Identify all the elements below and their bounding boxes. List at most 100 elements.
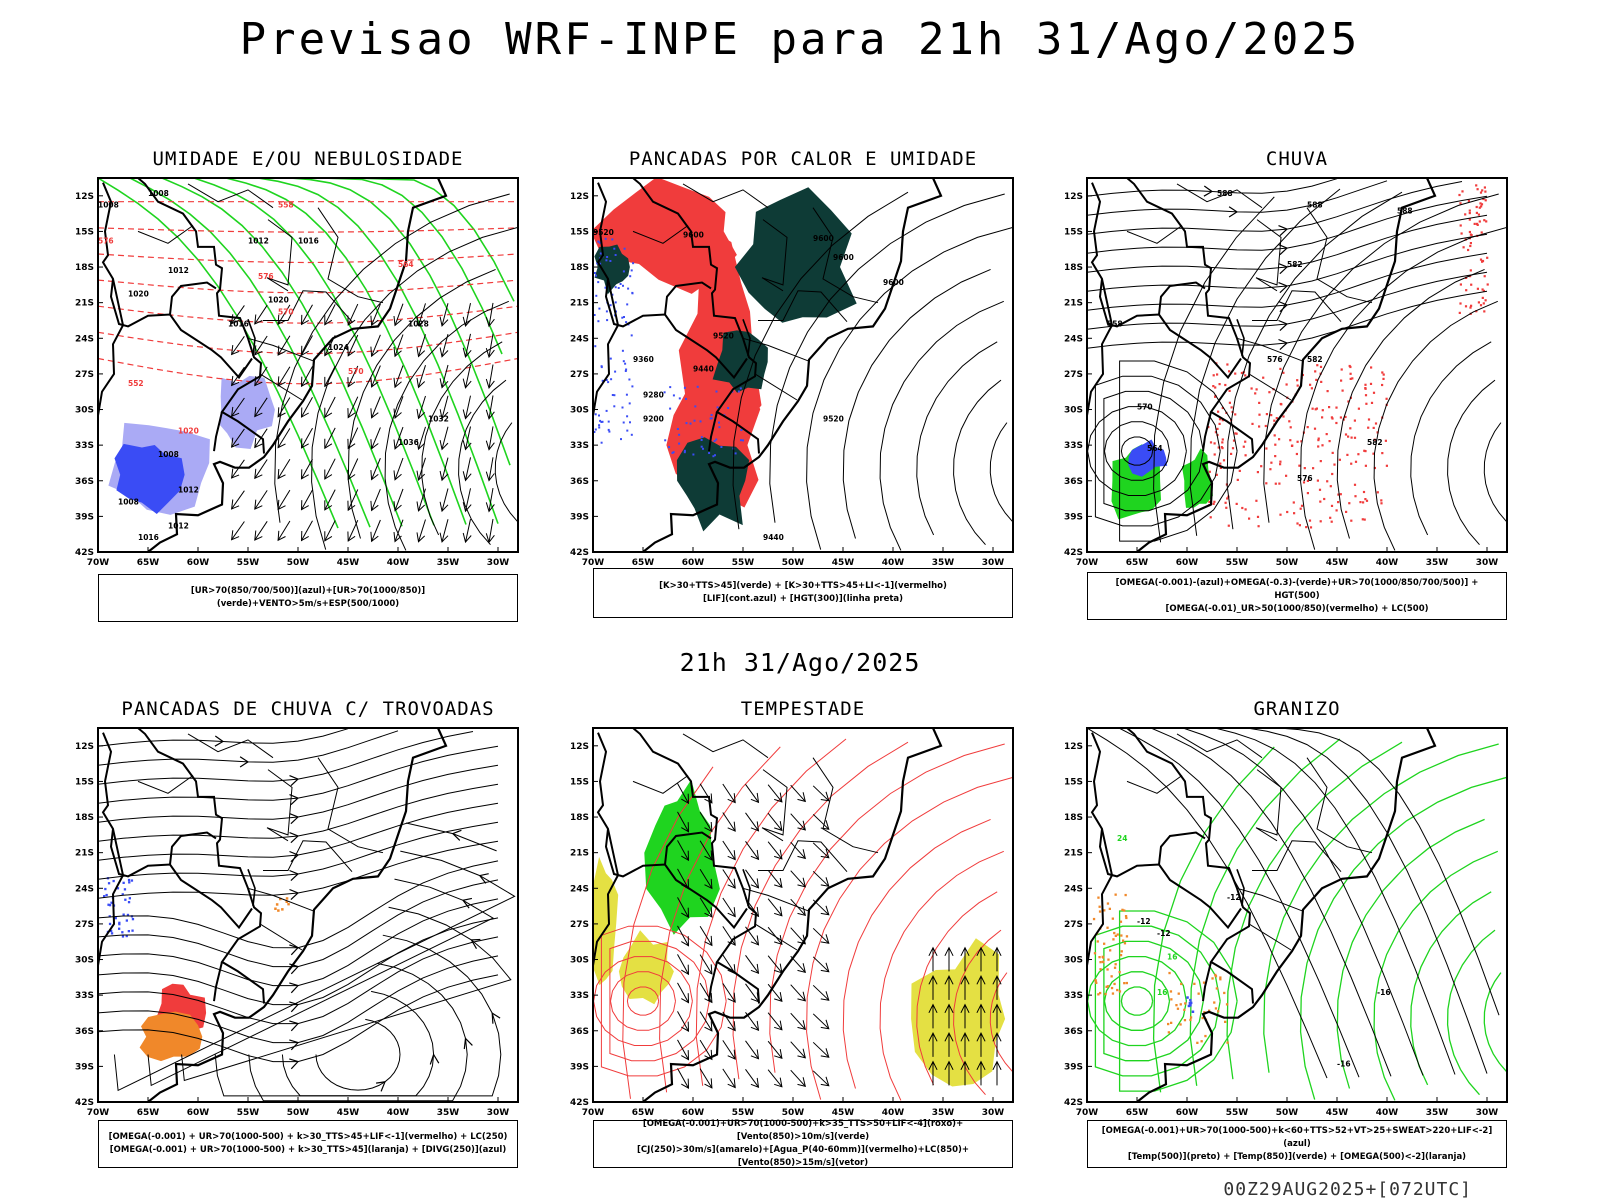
streamline-250	[98, 745, 499, 804]
wind-vector	[418, 488, 426, 512]
wind-vector	[347, 519, 359, 542]
latitude-label: 36S	[75, 477, 94, 487]
latitude-label: 30S	[1064, 406, 1083, 416]
east-coastline	[642, 728, 943, 1102]
wind-vector	[231, 336, 245, 355]
latitude-label: 24S	[1064, 334, 1083, 344]
panel-legend: [K>30+TTS>45](verde) + [K>30+TTS>45+LI<-…	[593, 568, 1013, 618]
panel-title: PANCADAS DE CHUVA C/ TROVOADAS	[121, 698, 495, 720]
latitude-label: 33S	[570, 991, 589, 1001]
wind-vector	[465, 364, 471, 388]
rain-red-area	[1244, 454, 1247, 457]
lifted-index-contour	[629, 275, 632, 278]
longitude-label: 30W	[1476, 1108, 1499, 1118]
country-border	[169, 831, 217, 865]
rain-red-area	[1273, 434, 1276, 437]
rain-red-area	[1354, 460, 1358, 463]
longitude-label: 60W	[1176, 558, 1199, 568]
hail-blue-area	[1191, 1010, 1195, 1013]
latitude-label: 24S	[570, 884, 589, 894]
divergence-blue-area	[126, 913, 130, 917]
rain-red-area	[1226, 497, 1229, 500]
thickness-contour	[98, 253, 518, 264]
rain-red-area	[1308, 519, 1312, 522]
country-border	[137, 728, 265, 1004]
contour-label: 582	[1367, 438, 1383, 447]
wind-vector-head	[324, 531, 333, 542]
rain-red-area	[1372, 391, 1376, 394]
lifted-index-contour	[608, 430, 611, 433]
wind850-vector-head	[704, 964, 713, 975]
latitude-label: 42S	[570, 548, 589, 558]
longitude-label: 50W	[782, 558, 805, 568]
wind-vector-head	[485, 378, 495, 389]
rain-red-area	[1235, 502, 1238, 505]
rain-red-area	[1286, 510, 1289, 514]
contour-label: 588	[1217, 189, 1233, 198]
low-level-humidity-contour	[225, 178, 467, 525]
latitude-label: 18S	[570, 263, 589, 273]
latitude-label: 39S	[75, 512, 94, 522]
state-border	[754, 923, 798, 951]
wind-vector	[394, 365, 404, 388]
river-border	[742, 869, 751, 907]
geopotential-300-contour	[953, 379, 1002, 546]
omega500-orange-area	[1180, 982, 1183, 986]
streamline	[1087, 178, 1338, 197]
omega500-orange-area	[1170, 998, 1173, 1001]
precipitable-water-contour	[732, 741, 909, 1080]
wind-vector	[347, 489, 359, 511]
omega500-orange-area	[1184, 1002, 1187, 1005]
wind-vector-head	[462, 471, 472, 482]
temp850-contour	[1446, 929, 1496, 1096]
wind-vector	[231, 521, 245, 540]
thunderstorm-orange-area	[139, 1011, 203, 1062]
wind-vector-head	[462, 409, 472, 420]
country-border	[169, 281, 217, 315]
rain-red-area	[1486, 283, 1489, 286]
streamline-250	[248, 962, 468, 1102]
country-border	[1126, 178, 1254, 454]
wind-vector	[465, 518, 471, 543]
omega500-orange-area	[1179, 1003, 1182, 1006]
hail-blue-area	[1189, 1004, 1192, 1007]
low-level-humidity-contour	[353, 178, 515, 302]
contour-label: 576	[1297, 474, 1313, 483]
geopotential-300-contour	[916, 341, 998, 536]
wind-vector	[231, 428, 245, 448]
rain-red-area	[1364, 450, 1367, 453]
wind-vector	[441, 303, 449, 326]
streamline-250-arrow	[289, 1001, 300, 1013]
rain-red-area	[1321, 409, 1324, 412]
wind-vector-head	[485, 471, 495, 482]
wind-vector-head	[416, 408, 426, 420]
divergence-blue-area	[123, 888, 127, 891]
rain-red-area	[1370, 401, 1374, 404]
hgt500-contour	[1263, 193, 1499, 523]
rain-red-area	[1469, 306, 1472, 309]
rain-red-area	[1317, 439, 1320, 442]
contour-label: 582	[1307, 355, 1323, 364]
wind850-vector	[767, 1012, 783, 1031]
thickness-contour	[98, 279, 518, 294]
latitude-label: 15S	[570, 227, 589, 237]
divergence-blue-area	[107, 882, 111, 885]
rain-red-area	[1329, 485, 1332, 488]
rain-red-area	[1212, 502, 1215, 505]
wind850-vector	[767, 1040, 783, 1059]
contour-label: -16	[1377, 988, 1391, 997]
temp500-contour	[1278, 728, 1500, 1016]
rain-red-area	[1242, 445, 1245, 448]
rain-red-area	[1270, 461, 1273, 464]
lifted-index-contour	[617, 287, 620, 289]
wind-vector	[301, 427, 313, 449]
state-border	[761, 219, 788, 292]
wind850-vector	[790, 984, 806, 1002]
wind-vector-head	[254, 499, 263, 510]
legend-line: [CJ(250)>30m/s](amarelo)+[Agua_P(40-60mm…	[636, 1145, 970, 1168]
contour-label: 576	[258, 272, 274, 281]
longitude-label: 30W	[1476, 558, 1499, 568]
map-fields	[593, 728, 1013, 1102]
lifted-index-contour	[600, 441, 603, 444]
omega500-orange-area	[1105, 985, 1108, 988]
